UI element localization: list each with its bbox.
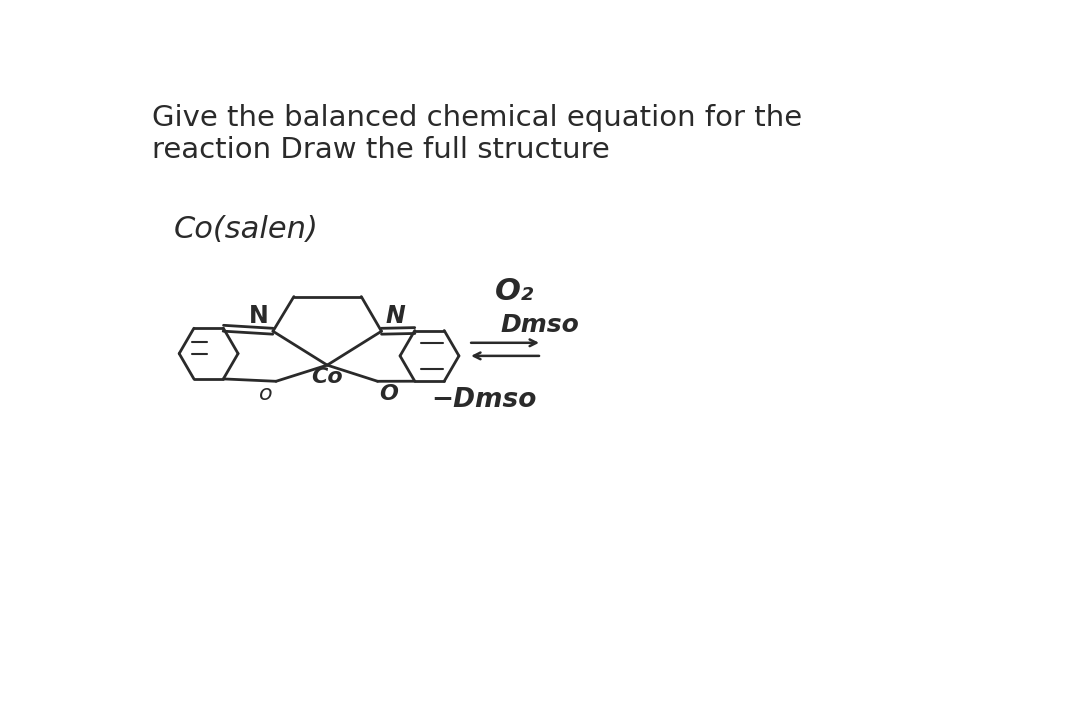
Text: N: N	[249, 304, 269, 328]
Text: Dmso: Dmso	[501, 312, 580, 337]
Text: O: O	[379, 385, 399, 404]
Text: Co(salen): Co(salen)	[174, 215, 319, 244]
Text: reaction Draw the full structure: reaction Draw the full structure	[152, 136, 610, 165]
Text: N: N	[386, 304, 405, 328]
Text: Co: Co	[311, 367, 343, 387]
Text: O₂: O₂	[495, 277, 535, 306]
Text: −Dmso: −Dmso	[431, 387, 537, 413]
Text: Give the balanced chemical equation for the: Give the balanced chemical equation for …	[152, 104, 802, 132]
Text: o: o	[258, 385, 272, 404]
